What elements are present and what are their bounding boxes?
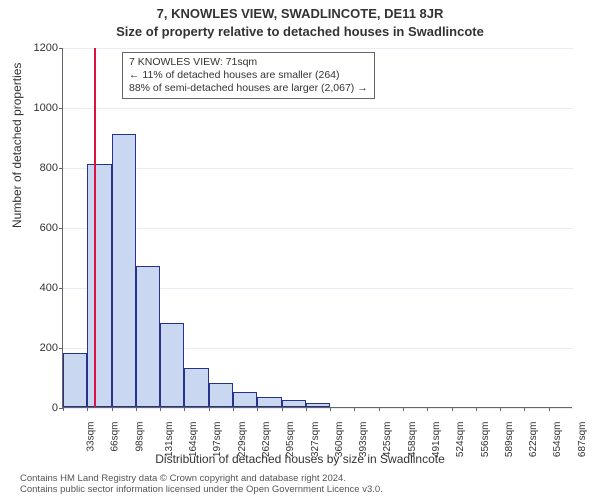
xtick-mark: [524, 407, 525, 411]
xtick-mark: [63, 407, 64, 411]
histogram-bar: [209, 383, 233, 407]
histogram-bar: [257, 397, 281, 408]
ytick-mark: [59, 168, 63, 169]
xtick-mark: [330, 407, 331, 411]
plot-area: 02004006008001000120033sqm66sqm98sqm131s…: [62, 48, 572, 408]
ytick-mark: [59, 228, 63, 229]
x-axis-label: Distribution of detached houses by size …: [0, 452, 600, 466]
gridline: [63, 228, 573, 229]
histogram-bar: [63, 353, 87, 407]
histogram-bar: [112, 134, 136, 407]
histogram-bar: [87, 164, 111, 407]
xtick-mark: [354, 407, 355, 411]
ytick-mark: [59, 48, 63, 49]
info-box: 7 KNOWLES VIEW: 71sqm ← 11% of detached …: [122, 52, 375, 99]
plot-wrap: 02004006008001000120033sqm66sqm98sqm131s…: [62, 48, 572, 408]
chart-container: 7, KNOWLES VIEW, SWADLINCOTE, DE11 8JR S…: [0, 0, 600, 500]
ytick-mark: [59, 108, 63, 109]
gridline: [63, 408, 573, 409]
xtick-label: 33sqm: [86, 422, 97, 452]
xtick-mark: [379, 407, 380, 411]
ytick-mark: [59, 288, 63, 289]
xtick-mark: [282, 407, 283, 411]
ytick-mark: [59, 348, 63, 349]
xtick-mark: [136, 407, 137, 411]
footer-attribution: Contains HM Land Registry data © Crown c…: [20, 474, 383, 496]
ytick-label: 800: [18, 162, 58, 174]
info-box-line2: ← 11% of detached houses are smaller (26…: [129, 69, 368, 82]
histogram-bar: [136, 266, 160, 407]
xtick-label: 66sqm: [110, 422, 121, 452]
gridline: [63, 48, 573, 49]
gridline: [63, 108, 573, 109]
chart-title-subtitle: Size of property relative to detached ho…: [0, 22, 600, 40]
ytick-label: 1000: [18, 102, 58, 114]
histogram-bar: [160, 323, 184, 407]
ytick-label: 200: [18, 342, 58, 354]
xtick-mark: [306, 407, 307, 411]
xtick-mark: [403, 407, 404, 411]
xtick-mark: [184, 407, 185, 411]
histogram-bar: [233, 392, 257, 407]
info-box-line3: 88% of semi-detached houses are larger (…: [129, 82, 368, 95]
ytick-label: 600: [18, 222, 58, 234]
y-axis-label: Number of detached properties: [10, 63, 24, 228]
xtick-mark: [209, 407, 210, 411]
chart-title-address: 7, KNOWLES VIEW, SWADLINCOTE, DE11 8JR: [0, 0, 600, 22]
xtick-mark: [476, 407, 477, 411]
xtick-mark: [549, 407, 550, 411]
ytick-label: 400: [18, 282, 58, 294]
footer-line2: Contains public sector information licen…: [20, 485, 383, 496]
ytick-label: 1200: [18, 42, 58, 54]
gridline: [63, 168, 573, 169]
xtick-mark: [257, 407, 258, 411]
xtick-mark: [452, 407, 453, 411]
info-box-line1: 7 KNOWLES VIEW: 71sqm: [129, 56, 368, 69]
xtick-mark: [500, 407, 501, 411]
xtick-label: 98sqm: [134, 422, 145, 452]
property-marker-line: [94, 48, 96, 407]
xtick-mark: [112, 407, 113, 411]
xtick-mark: [233, 407, 234, 411]
histogram-bar: [306, 403, 330, 408]
xtick-mark: [87, 407, 88, 411]
ytick-label: 0: [18, 402, 58, 414]
xtick-mark: [160, 407, 161, 411]
xtick-mark: [427, 407, 428, 411]
histogram-bar: [184, 368, 208, 407]
histogram-bar: [282, 400, 306, 408]
